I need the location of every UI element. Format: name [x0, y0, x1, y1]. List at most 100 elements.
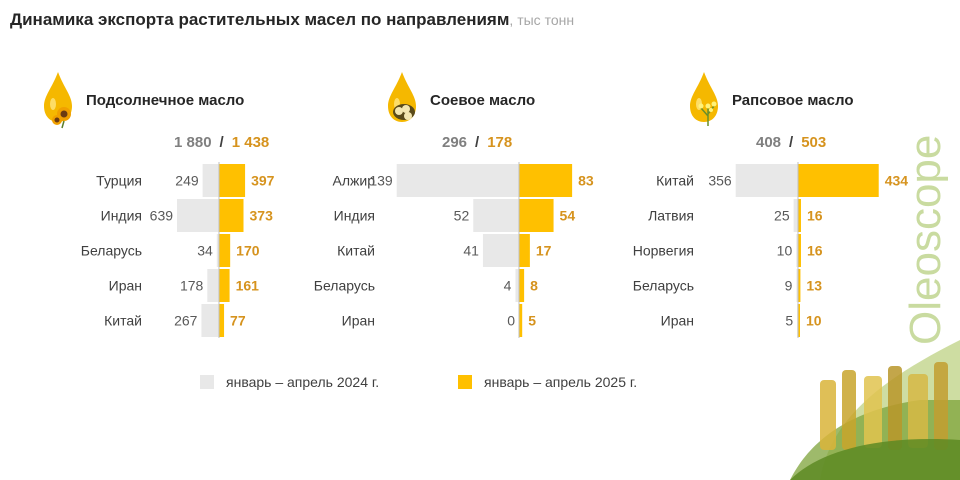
category-label: Иран: [342, 313, 375, 329]
value-label-2024: 178: [180, 278, 204, 294]
total-2025-soybean: 178: [487, 134, 513, 151]
bar-2024-sunflower: [201, 304, 219, 337]
legend-swatch-2024: [200, 375, 214, 389]
value-label-2025: 54: [560, 208, 576, 224]
totals-soybean: 296 / 178: [442, 134, 512, 151]
value-label-2025: 77: [230, 313, 246, 329]
value-label-2024: 356: [708, 173, 732, 189]
soybean-oil-icon: [388, 72, 416, 122]
bar-2025-sunflower: [219, 164, 246, 197]
bar-2024-rapeseed: [793, 199, 798, 232]
bar-2025-rapeseed: [798, 269, 801, 302]
value-label-2025: 13: [806, 278, 822, 294]
value-label-2024: 5: [785, 313, 793, 329]
value-label-2024: 267: [174, 313, 198, 329]
total-2025-sunflower: 1 438: [231, 134, 270, 151]
bar-2024-soybean: [473, 199, 519, 232]
value-label-2025: 161: [236, 278, 260, 294]
bar-2025-rapeseed: [798, 199, 801, 232]
bar-2024-soybean: [515, 269, 519, 302]
bar-2024-rapeseed: [735, 164, 798, 197]
category-label: Латвия: [648, 208, 694, 224]
category-label: Китай: [104, 313, 142, 329]
bar-2025-sunflower: [219, 304, 225, 337]
panel-header-soybean: Соевое масло: [384, 70, 535, 130]
bar-2024-sunflower: [177, 199, 219, 232]
oleoscope-logo-text: Oleoscope: [908, 135, 948, 345]
value-label-2024: 4: [504, 278, 512, 294]
total-2024-soybean: 296: [442, 134, 468, 151]
value-label-2025: 16: [807, 208, 823, 224]
totals-separator: /: [789, 134, 794, 151]
panel-header-sunflower: Подсолнечное масло: [40, 70, 244, 130]
value-label-2025: 10: [806, 313, 822, 329]
category-label: Китай: [337, 243, 375, 259]
value-label-2024: 0: [507, 313, 515, 329]
legend-item-2025: январь – апрель 2025 г.: [458, 374, 637, 390]
value-label-2025: 8: [530, 278, 538, 294]
total-2024-rapeseed: 408: [756, 134, 782, 151]
value-label-2024: 52: [454, 208, 470, 224]
bar-2025-sunflower: [219, 269, 230, 302]
bar-2025-rapeseed: [798, 304, 800, 337]
category-label: Китай: [656, 173, 694, 189]
value-label-2025: 397: [251, 173, 275, 189]
value-label-2024: 249: [175, 173, 199, 189]
category-label: Иран: [109, 278, 142, 294]
chart-title: Динамика экспорта растительных масел по …: [10, 10, 574, 30]
total-2024-sunflower: 1 880: [174, 134, 212, 151]
legend-label-2024: январь – апрель 2024 г.: [226, 374, 380, 390]
category-label: Беларусь: [633, 278, 694, 294]
totals-separator: /: [219, 134, 224, 151]
bar-2024-rapeseed: [796, 269, 798, 302]
category-label: Индия: [101, 208, 142, 224]
value-label-2024: 10: [777, 243, 793, 259]
value-label-2025: 5: [528, 313, 536, 329]
bar-2025-soybean: [519, 234, 530, 267]
sunflower-oil-icon: [44, 72, 72, 129]
bar-2024-sunflower: [216, 234, 219, 267]
bar-2025-sunflower: [219, 199, 244, 232]
panel-title-rapeseed: Рапсовое масло: [732, 91, 854, 109]
chart-title-unit: , тыс тонн: [509, 12, 575, 28]
oleoscope-logo: Oleoscope: [908, 135, 948, 345]
legend-swatch-2025: [458, 375, 472, 389]
value-label-2025: 170: [236, 243, 260, 259]
category-label: Норвегия: [633, 243, 694, 259]
panel-title-soybean: Соевое масло: [430, 91, 536, 109]
value-label-2025: 83: [578, 173, 594, 189]
value-label-2024: 639: [150, 208, 174, 224]
bar-2025-sunflower: [219, 234, 231, 267]
bar-2024-soybean: [482, 234, 519, 267]
bar-2024-sunflower: [207, 269, 219, 302]
value-label-2025: 434: [885, 173, 909, 189]
value-label-2024: 34: [197, 243, 213, 259]
bar-2025-rapeseed: [798, 164, 879, 197]
value-label-2024: 9: [785, 278, 793, 294]
totals-separator: /: [475, 134, 480, 151]
bar-2025-rapeseed: [798, 234, 801, 267]
category-label: Беларусь: [314, 278, 375, 294]
category-label: Беларусь: [81, 243, 142, 259]
totals-sunflower: 1 880 / 1 438: [174, 134, 269, 151]
bar-2025-soybean: [519, 304, 523, 337]
totals-rapeseed: 408 / 503: [756, 134, 826, 151]
category-label: Алжир: [333, 173, 376, 189]
category-label: Иран: [661, 313, 694, 329]
panel-header-rapeseed: Рапсовое масло: [686, 70, 854, 130]
chart-title-main: Динамика экспорта растительных масел по …: [10, 10, 510, 29]
legend-label-2025: январь – апрель 2025 г.: [484, 374, 638, 390]
value-label-2024: 25: [774, 208, 790, 224]
bar-2025-soybean: [519, 269, 525, 302]
panel-title-sunflower: Подсолнечное масло: [86, 91, 245, 109]
bar-2025-soybean: [519, 164, 573, 197]
total-2025-rapeseed: 503: [801, 134, 827, 151]
category-label: Турция: [96, 173, 142, 189]
category-label: Индия: [334, 208, 375, 224]
rapeseed-oil-icon: [690, 72, 718, 126]
bar-2024-sunflower: [202, 164, 219, 197]
bar-2025-soybean: [519, 199, 554, 232]
value-label-2025: 17: [536, 243, 552, 259]
value-label-2025: 373: [250, 208, 274, 224]
